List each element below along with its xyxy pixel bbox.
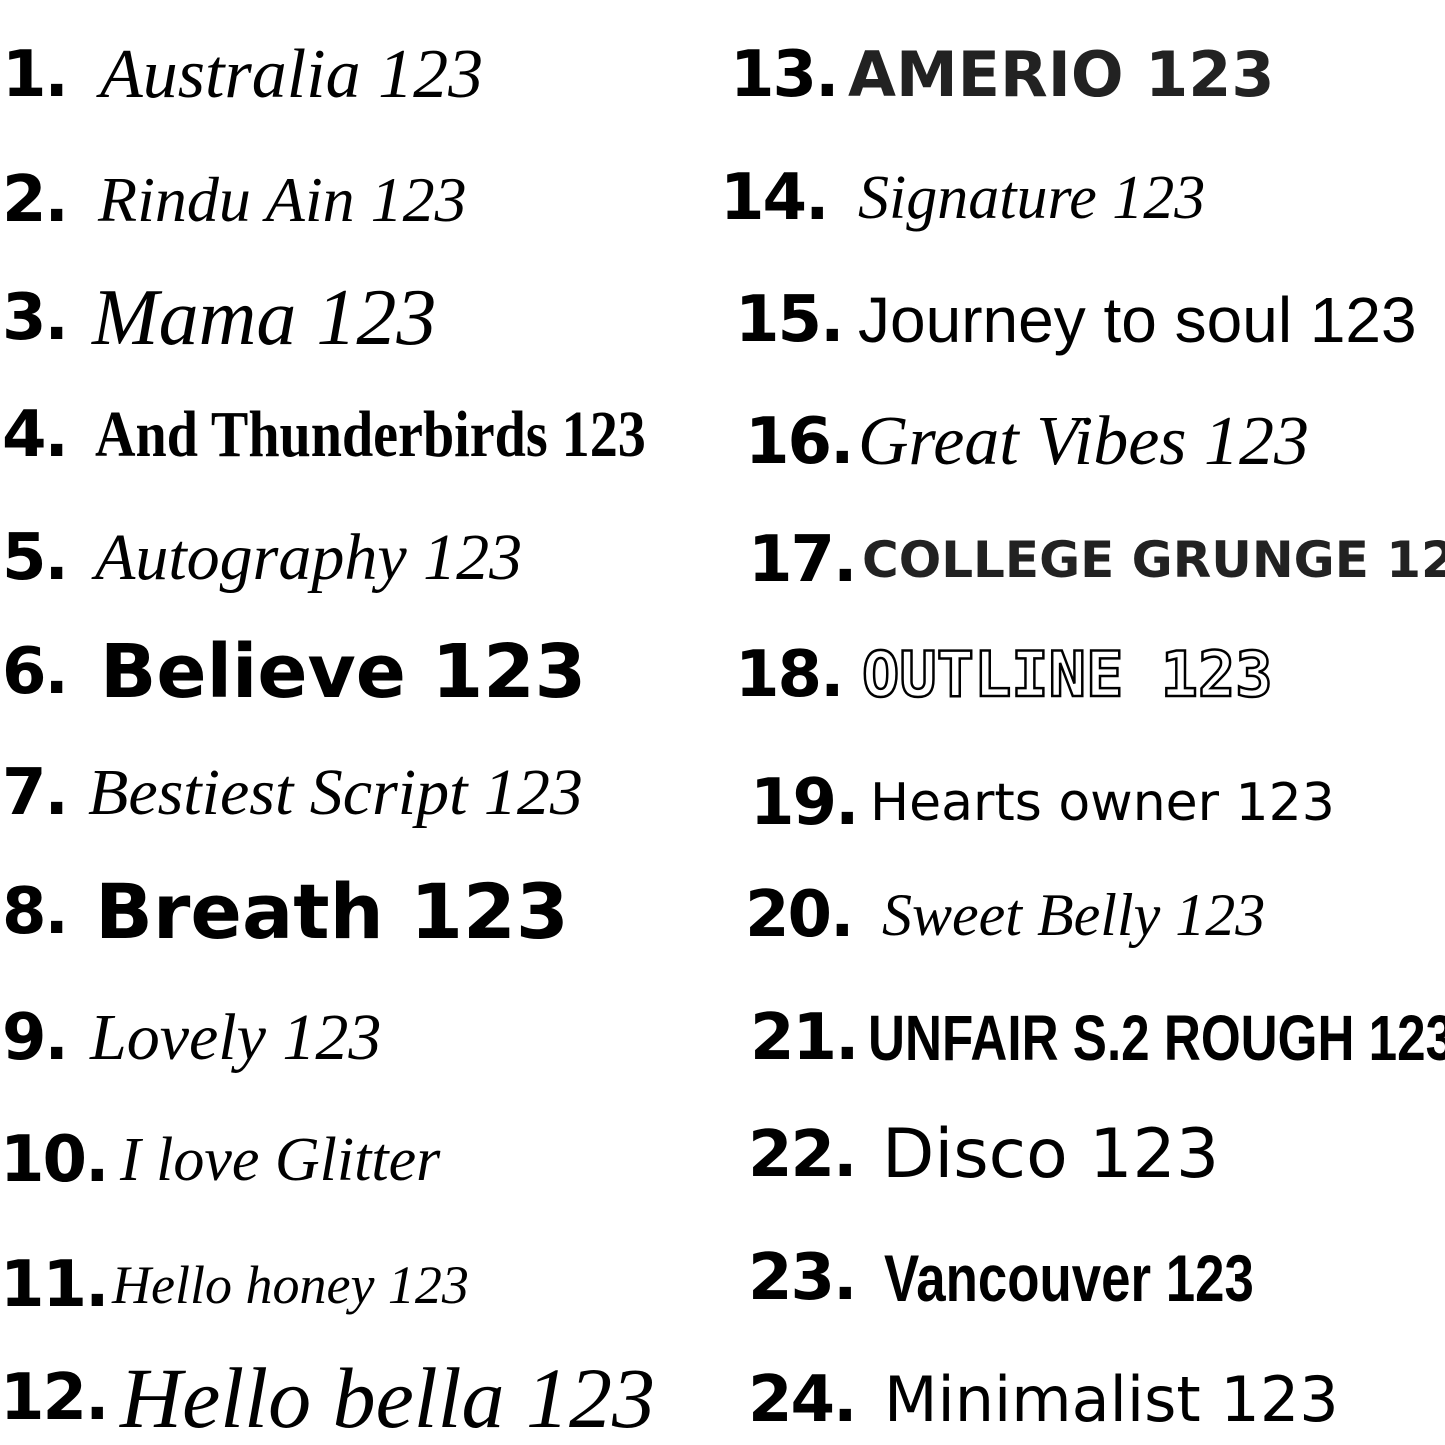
font-sample: Mama 123 bbox=[92, 274, 437, 362]
font-sample: And Thunderbirds 123 bbox=[95, 398, 646, 471]
item-number: 24. bbox=[748, 1363, 857, 1437]
item-number: 1. bbox=[2, 38, 69, 112]
item-number: 18. bbox=[735, 638, 844, 712]
font-sample: Believe 123 bbox=[100, 629, 587, 715]
item-number: 16. bbox=[745, 405, 854, 479]
item-number: 13. bbox=[730, 38, 839, 112]
font-sample: COLLEGE GRUNGE 123 bbox=[862, 531, 1445, 589]
item-number: 12. bbox=[0, 1361, 109, 1435]
font-sample: Vancouver 123 bbox=[884, 1241, 1254, 1315]
item-number: 6. bbox=[2, 635, 69, 709]
item-number: 3. bbox=[2, 281, 69, 355]
font-sample: Journey to soul 123 bbox=[858, 284, 1417, 356]
item-number: 19. bbox=[750, 766, 859, 840]
item-number: 22. bbox=[748, 1118, 857, 1192]
item-number: 14. bbox=[720, 161, 829, 235]
font-sample: Autography 123 bbox=[95, 521, 523, 594]
font-sample: OUTLINE 123 bbox=[861, 638, 1274, 711]
font-sample: Disco 123 bbox=[882, 1115, 1220, 1194]
font-sample: Rindu Ain 123 bbox=[98, 164, 467, 235]
font-sample: Hello honey 123 bbox=[112, 1255, 469, 1315]
item-number: 8. bbox=[2, 875, 69, 949]
font-sample: Bestiest Script 123 bbox=[88, 756, 583, 829]
font-sample: Minimalist 123 bbox=[884, 1363, 1339, 1436]
item-number: 7. bbox=[2, 756, 69, 830]
font-sample: Hello bella 123 bbox=[120, 1350, 656, 1445]
item-number: 17. bbox=[748, 523, 857, 597]
font-sample: Lovely 123 bbox=[90, 1001, 382, 1074]
item-number: 9. bbox=[2, 1001, 69, 1075]
font-sample: Sweet Belly 123 bbox=[882, 882, 1266, 948]
font-sample: I love Glitter bbox=[120, 1126, 441, 1194]
item-number: 15. bbox=[735, 283, 844, 357]
item-number: 10. bbox=[0, 1123, 109, 1197]
item-number: 5. bbox=[2, 521, 69, 595]
font-sample: Great Vibes 123 bbox=[858, 403, 1310, 480]
item-number: 23. bbox=[748, 1241, 857, 1315]
font-sample: Australia 123 bbox=[100, 36, 484, 113]
font-sample: Hearts owner 123 bbox=[870, 773, 1335, 833]
item-number: 20. bbox=[745, 878, 854, 952]
font-sample: Breath 123 bbox=[95, 867, 569, 956]
font-sample: UNFAIR S.2 ROUGH 123 bbox=[868, 1002, 1445, 1074]
font-sample: Signature 123 bbox=[858, 164, 1206, 232]
item-number: 2. bbox=[2, 163, 69, 237]
item-number: 21. bbox=[750, 1001, 859, 1075]
item-number: 11. bbox=[0, 1248, 109, 1322]
item-number: 4. bbox=[2, 398, 69, 472]
font-sample: AMERIO 123 bbox=[848, 38, 1275, 111]
